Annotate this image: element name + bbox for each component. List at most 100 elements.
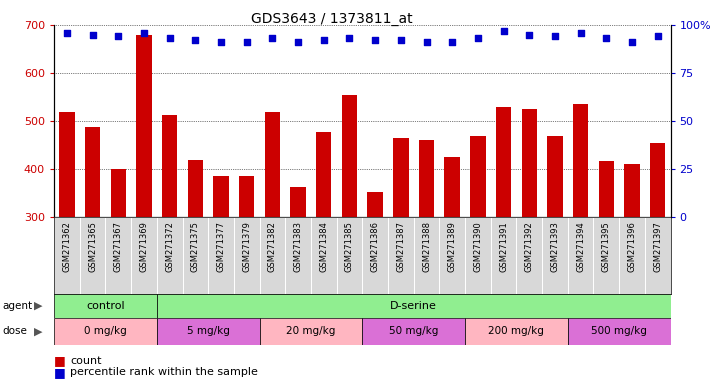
Point [241,39,252,45]
Bar [59,113,75,217]
Bar [187,161,203,217]
Point [652,33,663,40]
Point [446,39,458,45]
Text: 200 mg/kg: 200 mg/kg [489,326,544,336]
Text: dose: dose [2,326,27,336]
Point [472,35,484,41]
Text: ■: ■ [54,366,66,379]
Bar [105,217,131,294]
Bar [239,176,255,217]
Bar [213,176,229,217]
Bar [547,136,562,217]
Bar [491,217,516,294]
Text: GSM271379: GSM271379 [242,221,251,271]
Point [61,30,73,36]
Text: GSM271385: GSM271385 [345,221,354,271]
Point [292,39,304,45]
Text: percentile rank within the sample: percentile rank within the sample [70,367,258,377]
Bar [598,161,614,217]
Text: GSM271372: GSM271372 [165,221,174,271]
Bar [157,217,182,294]
Bar [110,169,126,217]
Bar [260,217,286,294]
Bar [414,217,439,294]
Bar [234,217,260,294]
Bar [470,136,485,217]
Bar [286,217,311,294]
Bar [311,217,337,294]
Point [523,31,535,38]
Bar [496,107,511,217]
Text: control: control [86,301,125,311]
Point [627,39,638,45]
Text: GSM271387: GSM271387 [397,221,405,272]
Text: GSM271362: GSM271362 [63,221,71,271]
Text: agent: agent [2,301,32,311]
Bar [419,140,434,217]
Point [138,30,150,36]
Text: GSM271382: GSM271382 [268,221,277,271]
Bar [54,318,156,345]
Bar [156,294,671,318]
Bar [619,217,645,294]
Point [87,31,98,38]
Text: GSM271395: GSM271395 [602,221,611,271]
Text: GSM271394: GSM271394 [576,221,585,271]
Text: ■: ■ [54,354,66,367]
Point [318,37,329,43]
Bar [645,217,671,294]
Text: GSM271391: GSM271391 [499,221,508,271]
Bar [465,217,491,294]
Text: 500 mg/kg: 500 mg/kg [591,326,647,336]
Bar [54,217,80,294]
Bar [156,318,260,345]
Text: GSM271367: GSM271367 [114,221,123,272]
Text: GSM271365: GSM271365 [88,221,97,271]
Point [549,33,561,40]
Point [344,35,355,41]
Bar [208,217,234,294]
Bar [521,109,537,217]
Text: GSM271397: GSM271397 [653,221,662,271]
Point [395,37,407,43]
Bar [624,164,640,217]
Bar [362,318,465,345]
Bar [316,132,332,217]
Bar [362,217,388,294]
Bar [368,192,383,217]
Point [497,28,509,34]
Text: 0 mg/kg: 0 mg/kg [84,326,127,336]
Bar [567,217,593,294]
Point [421,39,433,45]
Bar [439,217,465,294]
Bar [593,217,619,294]
Bar [516,217,542,294]
Text: GSM271390: GSM271390 [474,221,482,271]
Text: GSM271392: GSM271392 [525,221,534,271]
Text: 50 mg/kg: 50 mg/kg [389,326,438,336]
Bar [337,217,362,294]
Point [369,37,381,43]
Text: GSM271389: GSM271389 [448,221,456,271]
Text: GSM271375: GSM271375 [191,221,200,271]
Point [575,30,586,36]
Text: GSM271377: GSM271377 [216,221,226,272]
Text: GSM271386: GSM271386 [371,221,380,272]
Bar [131,217,156,294]
Bar [342,94,357,217]
Bar [650,142,665,217]
Point [112,33,124,40]
Bar [260,318,362,345]
Text: GSM271393: GSM271393 [550,221,559,271]
Bar [265,113,280,217]
Point [164,35,175,41]
Bar [444,157,460,217]
Bar [542,217,567,294]
Bar [393,138,409,217]
Point [267,35,278,41]
Bar [85,127,100,217]
Text: ▶: ▶ [34,326,43,336]
Text: count: count [70,356,102,366]
Bar [465,318,567,345]
Text: ▶: ▶ [34,301,43,311]
